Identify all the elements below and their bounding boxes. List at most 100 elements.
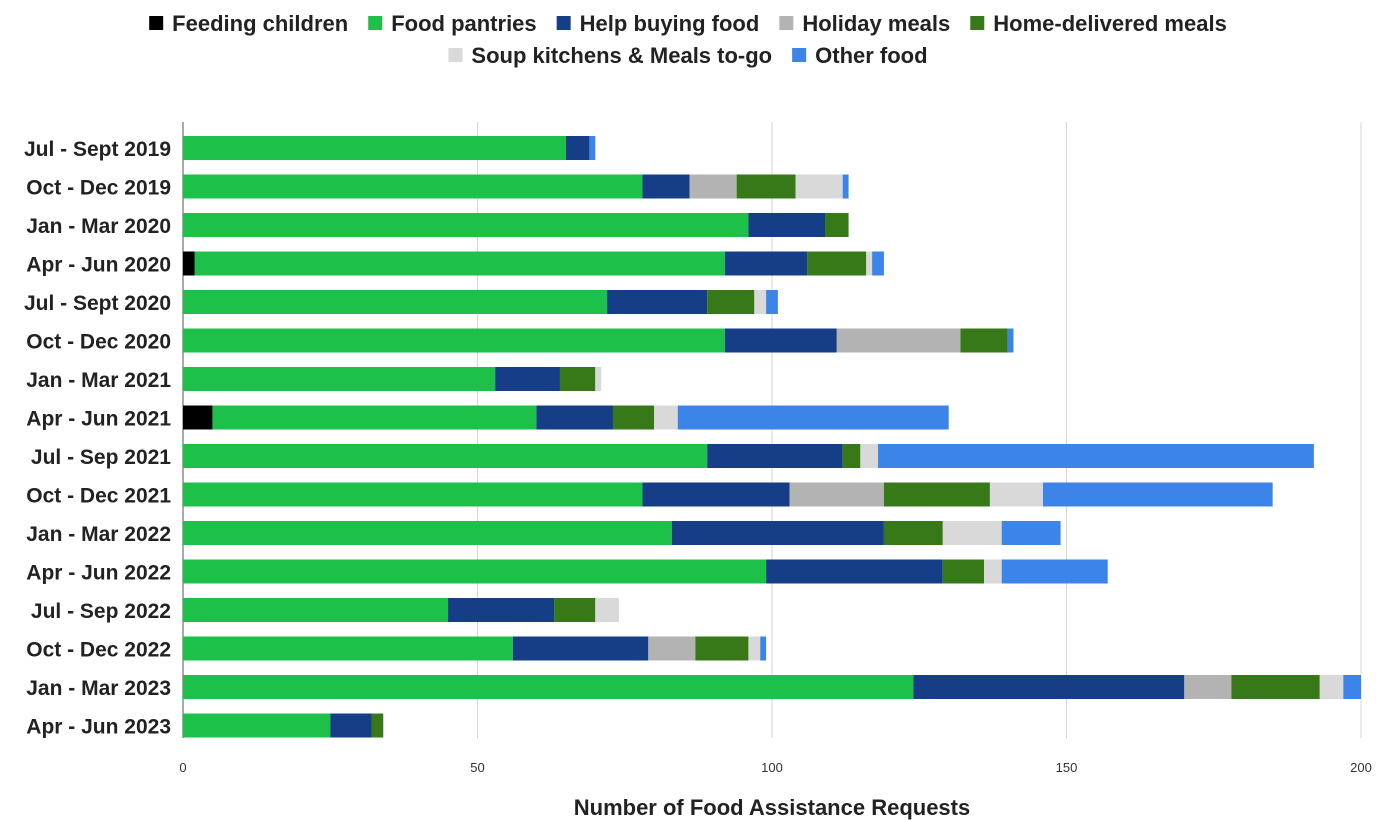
bar-segment <box>789 482 884 507</box>
bar-segment <box>612 405 655 430</box>
bar-segment <box>1184 675 1232 699</box>
bar-segment <box>671 521 884 545</box>
bar-segment <box>183 675 914 699</box>
bar-segment <box>836 328 961 353</box>
legend-swatch <box>792 48 807 62</box>
legend-swatch <box>448 48 463 62</box>
bar-segment <box>1042 482 1273 507</box>
bar-segment <box>654 405 678 430</box>
x-tick-label: 200 <box>1350 760 1372 775</box>
bar-segment <box>1231 675 1320 699</box>
bar-segment <box>724 251 808 276</box>
category-label: Oct - Dec 2020 <box>26 331 171 354</box>
category-label: Apr - Jun 2021 <box>26 408 171 431</box>
bar-segment <box>183 521 672 545</box>
bar-segment <box>760 636 767 661</box>
bar-segment <box>595 598 619 622</box>
bar-segment <box>330 713 372 738</box>
legend-label: Soup kitchens & Meals to-go <box>471 43 772 68</box>
category-label: Jul - Sep 2021 <box>31 446 171 469</box>
bar-segment <box>589 136 596 160</box>
bar-segment <box>183 482 643 507</box>
bar-segment <box>842 444 861 468</box>
bar-segment <box>536 405 613 430</box>
category-label: Oct - Dec 2021 <box>26 485 171 508</box>
bar-segment <box>554 598 596 622</box>
x-tick-label: 100 <box>761 760 783 775</box>
bar-segment <box>689 174 737 199</box>
bar-segment <box>942 521 1002 545</box>
x-tick-label: 0 <box>179 760 186 775</box>
bar-segment <box>183 174 643 199</box>
bar-segment <box>724 328 837 353</box>
bar-segment <box>960 328 1008 353</box>
bar-segment <box>825 213 849 237</box>
legend-swatch <box>368 16 383 30</box>
bar-segment <box>872 251 884 276</box>
bar-segment <box>183 251 195 276</box>
bar-segment <box>766 559 943 584</box>
x-tick-labels: 0 50 100 150 200 <box>179 760 1371 775</box>
bar-segment <box>707 290 755 314</box>
bar-segment <box>842 174 849 199</box>
category-label: Oct - Dec 2019 <box>26 177 171 200</box>
bar-segment <box>183 559 767 584</box>
bar-segment <box>883 521 943 545</box>
bar-segment <box>212 405 537 430</box>
bar-segment <box>595 367 602 391</box>
bar-segment <box>642 174 690 199</box>
legend-label: Help buying food <box>580 11 760 36</box>
bar-segment <box>1319 675 1344 699</box>
bar-segment <box>1007 328 1014 353</box>
category-label: Jul - Sept 2019 <box>24 138 171 161</box>
category-label: Jul - Sep 2022 <box>31 600 171 623</box>
legend-label: Home-delivered meals <box>993 11 1227 36</box>
bar-segment <box>1001 521 1061 545</box>
bar-segment <box>754 290 767 314</box>
bar-segment <box>559 367 596 391</box>
bar-segment <box>648 636 696 661</box>
category-label: Apr - Jun 2023 <box>26 716 171 739</box>
category-label: Jan - Mar 2021 <box>26 369 171 392</box>
category-label: Jan - Mar 2020 <box>26 215 171 238</box>
legend-swatch <box>149 16 164 30</box>
category-label: Apr - Jun 2022 <box>26 562 171 585</box>
category-label: Apr - Jun 2020 <box>26 254 171 277</box>
bar-segment <box>183 713 331 738</box>
bar-segment <box>512 636 649 661</box>
bar-segment <box>878 444 1314 468</box>
bar-segment <box>183 290 608 314</box>
bar-segment <box>866 251 873 276</box>
bar-segment <box>607 290 708 314</box>
bar-segment <box>795 174 843 199</box>
bar-segment <box>913 675 1185 699</box>
bar-segment <box>748 636 761 661</box>
bar-segment <box>695 636 749 661</box>
bar-segment <box>984 559 1002 584</box>
category-label: Jan - Mar 2023 <box>26 677 171 700</box>
bar-segment <box>942 559 985 584</box>
bar-segment <box>448 598 555 622</box>
bar-segment <box>736 174 796 199</box>
bar-segment <box>766 290 778 314</box>
bar-segment <box>183 444 708 468</box>
category-labels: Jul - Sept 2019 Oct - Dec 2019 Jan - Mar 2… <box>24 138 171 739</box>
legend-swatch <box>779 16 794 30</box>
legend-label: Holiday meals <box>802 11 950 36</box>
bar-segment <box>677 405 949 430</box>
bar-segment <box>183 636 513 661</box>
legend-label: Feeding children <box>172 11 348 36</box>
bar-segment <box>1001 559 1108 584</box>
bar-segment <box>565 136 590 160</box>
bar-segment <box>194 251 725 276</box>
bar-segment <box>883 482 990 507</box>
bar-segment <box>860 444 879 468</box>
legend-label: Other food <box>815 43 927 68</box>
bar-segment <box>183 328 725 353</box>
bar-segment <box>371 713 384 738</box>
bar-segment <box>989 482 1043 507</box>
bar-segment <box>748 213 826 237</box>
legend: Feeding children Food pantries Help buying… <box>149 11 1227 68</box>
bars <box>183 136 1361 738</box>
